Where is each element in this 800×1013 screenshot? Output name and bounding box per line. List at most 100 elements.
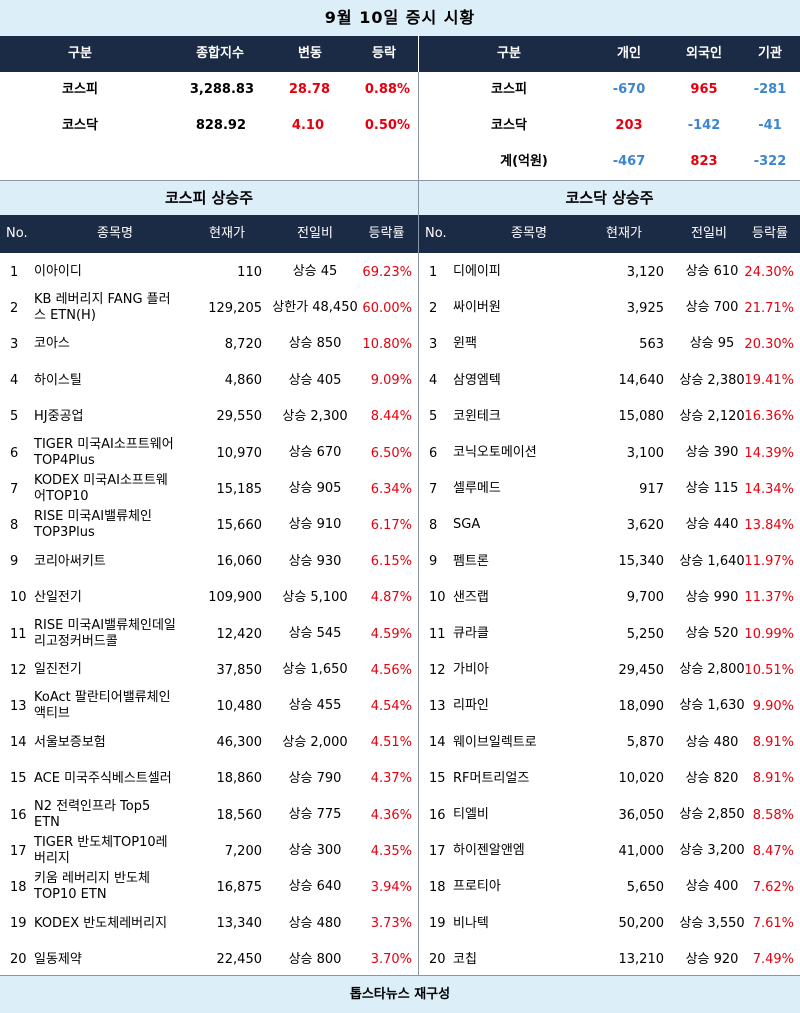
row-no: 17 — [429, 843, 446, 859]
row-change: 상승 2,850 — [679, 807, 745, 822]
row-rate: 69.23% — [362, 264, 412, 280]
row-change: 상승 610 — [685, 264, 739, 279]
row-rate: 4.51% — [370, 735, 412, 751]
row-change: 상승 1,630 — [679, 698, 745, 714]
row-no: 4 — [10, 373, 19, 389]
row-name: 하이젠알앤엠 — [453, 843, 525, 859]
row-change: 상승 2,000 — [282, 734, 348, 750]
row-change: 상승 920 — [685, 951, 739, 967]
row-name: 키움 레버리지 반도체 TOP10 ETN — [34, 871, 150, 903]
row-price: 12,420 — [216, 626, 263, 642]
row-change: 상승 115 — [685, 481, 739, 497]
row-change: 상승 95 — [689, 336, 735, 352]
row-change: 상승 300 — [288, 843, 342, 859]
list-item: 4 하이스틸 4,860 상승 405 9.09% — [0, 363, 418, 399]
row-price: 3,925 — [626, 300, 664, 316]
row-rate: 10.51% — [744, 662, 794, 678]
row-name: 프로티아 — [453, 879, 501, 895]
investor-table-header: 구분 개인 외국인 기관 — [419, 36, 800, 72]
row-rate: 10.80% — [362, 336, 412, 352]
row-price: 50,200 — [618, 916, 665, 932]
row-change: 상승 790 — [288, 770, 342, 786]
list-item: 18 프로티아 5,650 상승 400 7.62% — [419, 869, 800, 905]
list-item: 15 ACE 미국주식베스트셀러 18,860 상승 790 4.37% — [0, 761, 418, 797]
row-price: 9,700 — [626, 590, 664, 606]
row-no: 20 — [10, 952, 27, 968]
list-item: 2 KB 레버리지 FANG 플러스 ETN(H) 129,205 상한가 48,45… — [0, 290, 418, 326]
investor-row-kospi: 코스피 -670 965 -281 — [419, 72, 800, 108]
row-no: 10 — [10, 590, 27, 606]
row-no: 8 — [10, 517, 19, 533]
row-rate: 10.99% — [744, 626, 794, 642]
kosdaq-section-title: 코스닥 상승주 — [419, 181, 800, 215]
list-item: 17 TIGER 반도체TOP10레버리지 7,200 상승 300 4.35% — [0, 833, 418, 869]
list-item: 4 삼영엠텍 14,640 상승 2,380 19.41% — [419, 363, 800, 399]
row-price: 18,560 — [216, 807, 263, 823]
index-change: 4.10 — [291, 118, 324, 133]
investor-header-category: 구분 — [497, 46, 521, 61]
list-item: 16 티엘비 36,050 상승 2,850 8.58% — [419, 797, 800, 833]
row-no: 17 — [10, 843, 27, 859]
list-item: 7 KODEX 미국AI소프트웨어TOP10 15,185 상승 905 6.34% — [0, 471, 418, 507]
row-name: 일동제약 — [34, 951, 82, 967]
row-change: 상승 3,200 — [679, 843, 745, 859]
row-rate: 13.84% — [744, 517, 794, 533]
top-divider — [418, 72, 419, 180]
list-item: 6 TIGER 미국AI소프트웨어TOP4Plus 10,970 상승 670 6.50… — [0, 435, 418, 471]
index-table-header: 구분 종합지수 변동 등락 — [0, 36, 418, 72]
row-price: 109,900 — [208, 590, 262, 606]
row-price: 15,660 — [216, 517, 263, 533]
list-item: 5 HJ중공업 29,550 상승 2,300 8.44% — [0, 399, 418, 435]
row-price: 15,340 — [618, 554, 665, 570]
row-change: 상승 400 — [685, 879, 739, 895]
header-change: 전일비 — [297, 226, 333, 241]
index-value: 828.92 — [195, 118, 246, 133]
row-name: 펨트론 — [453, 553, 489, 569]
row-change: 상승 910 — [288, 517, 342, 533]
row-name: 티엘비 — [453, 807, 489, 822]
row-rate: 3.70% — [370, 952, 412, 968]
row-no: 1 — [10, 264, 19, 280]
row-price: 16,060 — [216, 554, 263, 570]
row-name: ACE 미국주식베스트셀러 — [34, 770, 172, 786]
row-name: 싸이버원 — [453, 300, 501, 316]
row-no: 3 — [429, 336, 438, 352]
row-price: 3,100 — [626, 445, 664, 461]
row-name: TIGER 미국AI소프트웨어TOP4Plus — [34, 437, 174, 468]
row-name: 코아스 — [34, 336, 70, 352]
list-item: 3 코아스 8,720 상승 850 10.80% — [0, 326, 418, 362]
list-item: 11 RISE 미국AI밸류체인데일리고정커버드콜 12,420 상승 545 4.59… — [0, 616, 418, 652]
row-price: 29,450 — [618, 662, 665, 678]
row-name: 윈팩 — [453, 336, 477, 352]
row-change: 상승 1,650 — [282, 662, 348, 678]
investor-individual: 203 — [615, 118, 643, 133]
row-price: 5,650 — [626, 879, 664, 895]
header-name: 종목명 — [511, 226, 547, 241]
investor-name: 코스닥 — [491, 118, 527, 133]
index-rate: 0.50% — [364, 118, 410, 133]
index-name: 코스닥 — [62, 118, 98, 133]
row-price: 36,050 — [618, 807, 665, 823]
row-name: KODEX 미국AI소프트웨어TOP10 — [34, 473, 168, 505]
row-rate: 11.97% — [744, 554, 794, 570]
row-change: 상승 990 — [685, 589, 739, 605]
row-rate: 24.30% — [744, 264, 794, 280]
row-name: N2 전력인프라 Top5 ETN — [34, 799, 151, 830]
list-item: 19 KODEX 반도체레버리지 13,340 상승 480 3.73% — [0, 906, 418, 942]
row-change: 상승 480 — [685, 734, 739, 750]
list-item: 17 하이젠알앤엠 41,000 상승 3,200 8.47% — [419, 833, 800, 869]
header-price: 현재가 — [209, 226, 245, 241]
row-rate: 4.37% — [370, 771, 412, 787]
index-name: 코스피 — [62, 82, 98, 97]
row-name: 이아이디 — [34, 264, 82, 279]
row-rate: 4.56% — [370, 662, 412, 678]
row-change: 상승 2,300 — [282, 408, 348, 424]
row-rate: 8.44% — [370, 409, 412, 425]
row-no: 6 — [10, 445, 19, 461]
page-title: 9월 10일 증시 시황 — [0, 0, 800, 36]
row-name: 가비아 — [453, 662, 489, 678]
row-name: 삼영엠텍 — [453, 372, 501, 388]
row-name: 코리아써키트 — [34, 553, 106, 569]
row-change: 상승 700 — [685, 300, 739, 316]
row-change: 상승 390 — [685, 445, 739, 460]
